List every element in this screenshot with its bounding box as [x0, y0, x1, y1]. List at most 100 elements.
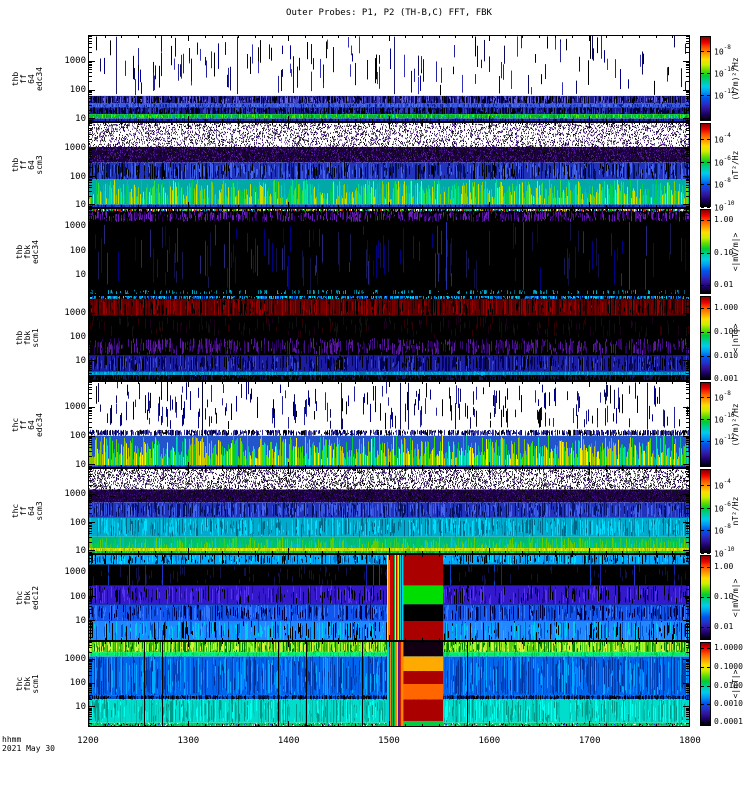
colorbar-tick-mark: [707, 685, 710, 687]
colorbar-tick-mark: [701, 648, 704, 650]
colorbar-tick-mark: [707, 666, 710, 668]
x-tick-label: 1400: [277, 736, 300, 746]
colorbar-tick-label: 0.010: [714, 350, 739, 360]
colorbar-unit-text: <|nT|>: [731, 323, 740, 353]
colorbar-thb-fbk-edc34: [700, 209, 711, 294]
colorbar-unit-thc-ff-64-edc34: (V/m)²/Hz: [724, 381, 748, 468]
colorbar-tick-mark: [707, 440, 710, 442]
colorbar-tick-label: 10-8: [714, 523, 731, 537]
colorbar-tick-mark: [701, 396, 704, 398]
colorbar-tick-label: 0.10: [714, 247, 734, 257]
colorbar-tick-mark: [707, 139, 710, 141]
spectrogram-canvas-thb-ff-64-edc34: [88, 35, 690, 122]
colorbar-tick-label: 10-6: [714, 500, 731, 514]
colorbar-tick-mark: [701, 507, 704, 509]
y-tick-label: 100: [69, 332, 86, 343]
colorbar-tick-mark: [701, 379, 704, 381]
colorbar-thc-fbk-edc12: [700, 555, 711, 640]
colorbar-tick-label: 10-12: [714, 433, 735, 447]
colorbar-tick-mark: [707, 184, 710, 186]
colorbar-tick-mark: [701, 307, 704, 309]
colorbar-tick-label: 1.00: [714, 562, 734, 572]
colorbar-unit-thb-fbk-scm1: <|nT|>: [724, 295, 748, 381]
colorbar-tick-mark: [707, 72, 710, 74]
y-tick-label: 10: [75, 356, 86, 367]
colorbar-tick-label: 0.0100: [714, 680, 743, 690]
y-tick-label: 10: [75, 269, 86, 280]
colorbar-tick-label: 10-10: [714, 411, 735, 425]
colorbar-tick-mark: [707, 220, 710, 222]
colorbar-tick-mark: [707, 307, 710, 309]
colorbar-tick-mark: [707, 596, 710, 598]
colorbar-tick-mark: [701, 50, 704, 52]
panel-label-text: thb fbk scm1: [15, 328, 40, 348]
x-tick-label: 1500: [378, 736, 400, 746]
colorbar-tick-mark: [707, 626, 710, 628]
colorbar-tick-mark: [707, 704, 710, 706]
colorbar-tick-label: 0.100: [714, 327, 739, 337]
y-tick-label: 10: [75, 460, 86, 471]
panel-label-text: thc fbk edc12: [15, 585, 40, 610]
colorbar-tick-label: 0.0001: [714, 716, 743, 726]
colorbar-tick-label: 10-8: [714, 177, 731, 191]
spectrogram-canvas-thb-fbk-scm1: [88, 295, 690, 381]
colorbar-tick-label: 10-4: [714, 132, 731, 145]
y-tick-label: 10: [75, 702, 86, 713]
colorbar-thb-fbk-scm1: [700, 296, 711, 381]
colorbar-tick-label: 0.10: [714, 591, 734, 601]
colorbar-tick-label: 0.0010: [714, 699, 743, 709]
colorbar-tick-mark: [701, 252, 704, 254]
x-tick-label: 1600: [478, 736, 501, 746]
colorbar-tick-mark: [707, 396, 710, 398]
colorbar-tick-mark: [701, 485, 704, 487]
colorbar-unit-text: (V/m)²/Hz: [731, 402, 740, 447]
colorbar-unit-thc-fbk-edc12: <|mV/m|>: [724, 554, 748, 641]
panel-label-text: thb fbk edc34: [15, 239, 40, 264]
panel-label-thb-ff-64-edc34: thb ff 64 edc34: [2, 35, 54, 122]
panel-label-thb-ff-64-scm3: thb ff 64 scm3: [2, 122, 54, 208]
spectrogram-canvas-thc-ff-64-scm3: [88, 468, 690, 554]
y-tick-label: 1000: [64, 221, 86, 232]
colorbar-tick-mark: [701, 596, 704, 598]
colorbar-tick-mark: [707, 567, 710, 569]
colorbar-tick-mark: [701, 355, 704, 357]
x-tick-label: 1800: [679, 736, 701, 746]
colorbar-tick-mark: [701, 440, 704, 442]
colorbar-unit-thb-ff-64-scm3: nT²/Hz: [724, 122, 748, 208]
colorbar-unit-text: nT²/Hz: [731, 496, 740, 526]
y-tick-label: 100: [69, 591, 86, 602]
colorbar-tick-mark: [701, 332, 704, 334]
colorbar-tick-label: 0.001: [714, 374, 739, 384]
panel-label-text: thc fbk scm1: [15, 674, 40, 694]
y-tick-label: 100: [69, 245, 86, 256]
colorbar-thc-ff-64-edc34: [700, 382, 711, 467]
colorbar-thc-fbk-scm1: [700, 642, 711, 726]
colorbar-thb-ff-64-scm3: [700, 123, 711, 209]
colorbar-tick-mark: [701, 139, 704, 141]
y-tick-label: 100: [69, 431, 86, 442]
y-tick-label: 1000: [64, 308, 86, 319]
colorbar-tick-label: 10-8: [714, 43, 731, 57]
colorbar-tick-mark: [701, 704, 704, 706]
colorbar-tick-label: 10-10: [714, 65, 735, 79]
colorbar-tick-mark: [701, 94, 704, 96]
colorbar-tick-mark: [707, 252, 710, 254]
y-tick-label: 1000: [64, 142, 86, 153]
colorbar-tick-mark: [701, 72, 704, 74]
y-tick-label: 1000: [64, 488, 86, 499]
colorbar-tick-mark: [707, 379, 710, 381]
colorbar-tick-mark: [707, 648, 710, 650]
spectrogram-canvas-thc-ff-64-edc34: [88, 381, 690, 468]
colorbar-thc-ff-64-scm3: [700, 469, 711, 555]
colorbar-tick-label: 10-8: [714, 389, 731, 403]
colorbar-unit-text: <|mV/m|>: [731, 578, 740, 617]
colorbar-tick-mark: [701, 553, 704, 555]
colorbar-tick-mark: [707, 418, 710, 420]
panel-label-thc-ff-64-edc34: thc ff 64 edc34: [2, 381, 54, 468]
panel-label-thc-ff-64-scm3: thc ff 64 scm3: [2, 468, 54, 554]
y-tick-label: 100: [69, 85, 86, 96]
x-tick-label: 1200: [77, 736, 99, 746]
y-tick-label: 10: [75, 200, 86, 211]
colorbar-tick-label: 10-4: [714, 478, 731, 491]
